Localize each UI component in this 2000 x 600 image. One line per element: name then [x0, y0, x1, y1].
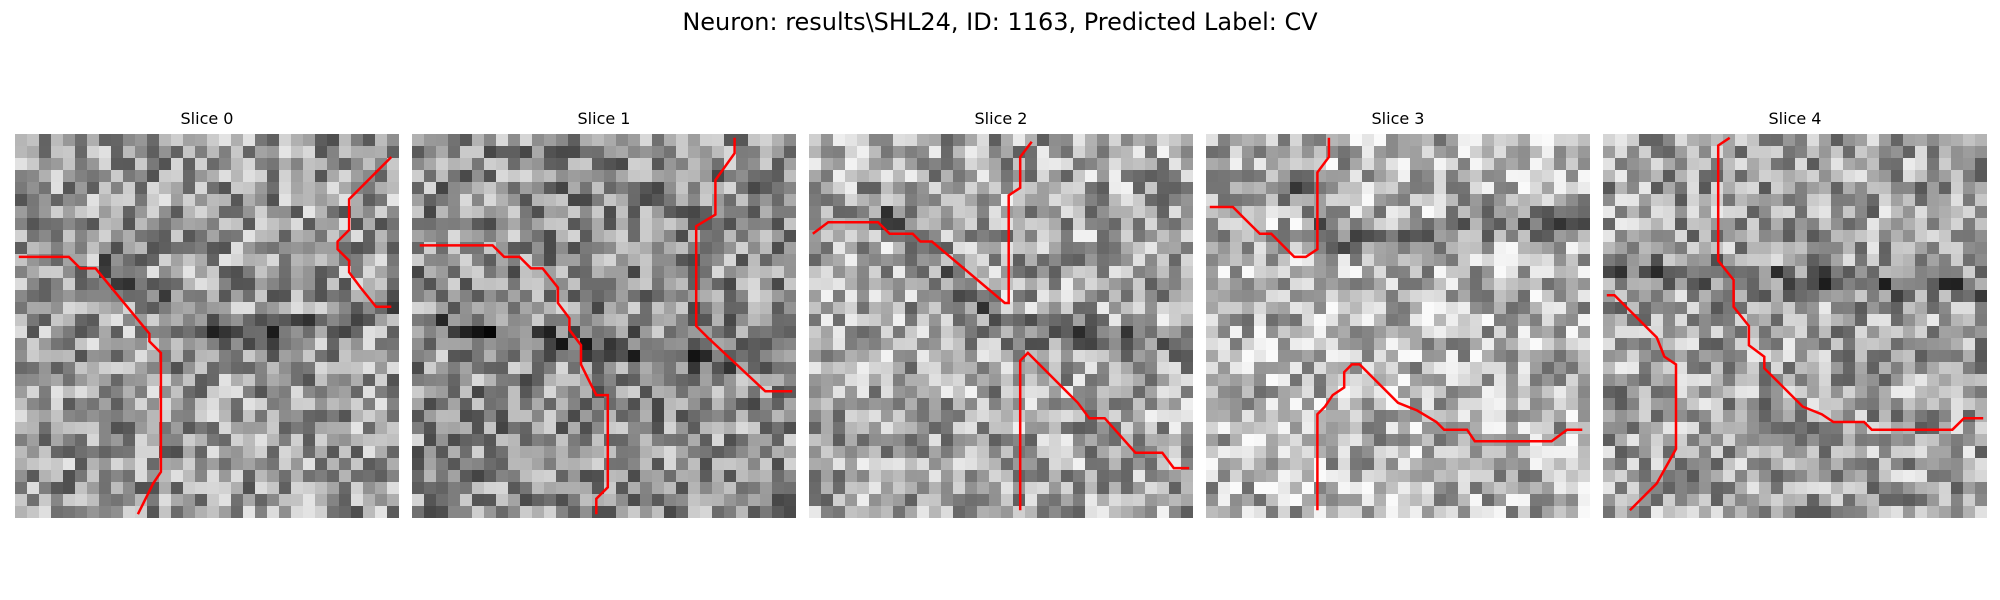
- slice-pixels: [809, 134, 1193, 518]
- slice-image: [412, 134, 796, 518]
- red-trace-path: [18, 255, 163, 515]
- panel-title: Slice 0: [180, 109, 234, 128]
- panel-slice-4: Slice 4: [1603, 108, 1987, 518]
- red-trace-path-secondary: [1716, 136, 1984, 431]
- red-trace-path-secondary: [336, 156, 393, 309]
- red-trace-path: [1209, 137, 1331, 259]
- panel-title: Slice 2: [974, 109, 1028, 128]
- red-trace-path: [812, 140, 1033, 305]
- slice-pixels: [412, 134, 796, 518]
- slice-image: [1206, 134, 1590, 518]
- panel-slice-1: Slice 1: [412, 108, 796, 518]
- red-trace-path-secondary: [1018, 351, 1190, 511]
- slice-pixels: [1206, 134, 1590, 518]
- panel-title: Slice 4: [1768, 109, 1822, 128]
- red-trace-path: [419, 244, 610, 515]
- slice-image: [1603, 134, 1987, 518]
- red-trace-path: [1606, 294, 1678, 512]
- slice-image: [809, 134, 1193, 518]
- panel-slice-2: Slice 2: [809, 108, 1193, 518]
- panel-slice-0: Slice 0: [15, 108, 399, 518]
- figure-title: Neuron: results\SHL24, ID: 1163, Predict…: [682, 8, 1318, 36]
- panel-title: Slice 3: [1371, 109, 1425, 128]
- slice-image: [15, 134, 399, 518]
- panel-title: Slice 1: [577, 109, 631, 128]
- slice-pixels: [15, 134, 399, 518]
- red-trace-path-secondary: [1316, 363, 1583, 511]
- slice-pixels: [1603, 134, 1987, 518]
- red-trace-path-secondary: [694, 137, 793, 393]
- panel-slice-3: Slice 3: [1206, 108, 1590, 518]
